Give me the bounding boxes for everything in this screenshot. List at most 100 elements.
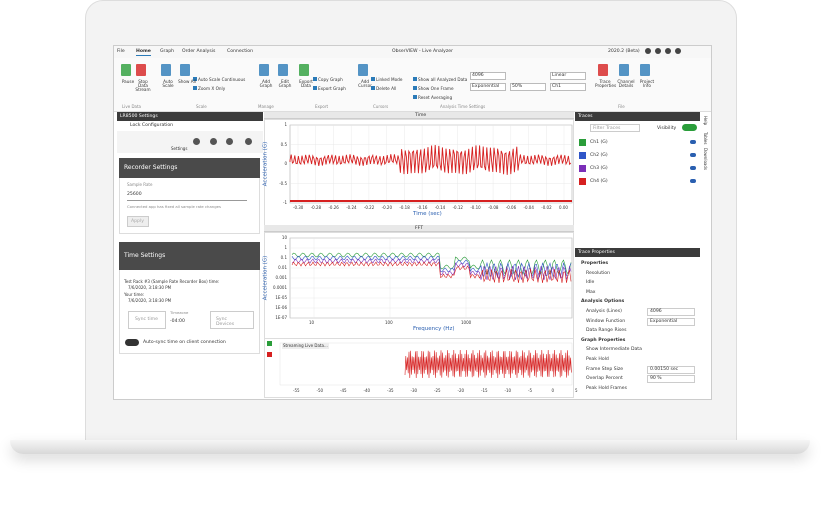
- ribbon-icon[interactable]: [299, 64, 309, 76]
- trace-swatch[interactable]: [579, 165, 586, 172]
- ribbon-button[interactable]: Copy Graph: [318, 77, 343, 82]
- eye-icon[interactable]: [690, 153, 696, 157]
- section-title: Graph Properties: [581, 337, 626, 343]
- trace-name[interactable]: Ch2 (G): [590, 152, 608, 158]
- ribbon-button[interactable]: Add Cursor: [358, 79, 372, 89]
- ribbon-button[interactable]: Linked Mode: [376, 77, 403, 82]
- menu-item[interactable]: Home: [136, 49, 151, 56]
- button-text[interactable]: Sync time: [135, 317, 158, 322]
- tool-icon[interactable]: [210, 138, 217, 145]
- ribbon-button[interactable]: Show all Analyzed Data: [418, 77, 468, 82]
- ribbon-icon[interactable]: [136, 64, 146, 76]
- y-tick-label: 0.01: [278, 265, 287, 270]
- button-text[interactable]: Sync Devices: [216, 317, 235, 327]
- ribbon-button[interactable]: Auto Scale: [162, 79, 174, 89]
- trace-swatch[interactable]: [579, 139, 586, 146]
- ribbon-button[interactable]: Pause: [121, 79, 135, 84]
- menu-item[interactable]: File: [117, 49, 125, 54]
- toggle[interactable]: [682, 124, 697, 131]
- field[interactable]: [470, 83, 506, 91]
- ribbon-icon[interactable]: [413, 95, 417, 99]
- menu-item[interactable]: Connection: [227, 49, 253, 54]
- property-field[interactable]: [647, 375, 695, 384]
- ribbon-button[interactable]: Export Data: [299, 79, 313, 89]
- property-field[interactable]: [647, 308, 695, 316]
- side-tab[interactable]: Downloads: [703, 148, 708, 170]
- field[interactable]: [550, 72, 586, 80]
- ribbon-icon[interactable]: [619, 64, 629, 76]
- property-value[interactable]: Exponential: [650, 318, 678, 324]
- ribbon-button[interactable]: Trace Properties: [595, 79, 617, 89]
- ribbon-icon[interactable]: [371, 77, 375, 81]
- field[interactable]: [550, 83, 586, 91]
- settings-button[interactable]: Settings: [171, 146, 188, 151]
- ribbon-button[interactable]: Add Graph: [259, 79, 273, 89]
- ribbon-icon[interactable]: [358, 64, 368, 76]
- ribbon-icon[interactable]: [259, 64, 269, 76]
- trace-swatch[interactable]: [579, 178, 586, 185]
- search[interactable]: [590, 124, 640, 132]
- menu-item[interactable]: Graph: [160, 49, 175, 54]
- ribbon-icon[interactable]: [598, 64, 608, 76]
- property-value[interactable]: 90 %: [650, 376, 662, 382]
- ribbon-icon[interactable]: [413, 77, 417, 81]
- field[interactable]: [510, 83, 546, 91]
- ribbon-icon[interactable]: [121, 64, 131, 76]
- eye-icon[interactable]: [690, 140, 696, 144]
- menu-item[interactable]: Order Analysis: [182, 49, 216, 54]
- trace-name[interactable]: Ch4 (G): [590, 178, 608, 184]
- ribbon-button[interactable]: Delete All: [376, 86, 397, 91]
- button[interactable]: [210, 311, 254, 329]
- lock-config[interactable]: Lock Configuration: [130, 123, 174, 128]
- ribbon-button[interactable]: Export Graph: [318, 86, 346, 91]
- ribbon-button[interactable]: Auto Scale Continuous: [198, 77, 246, 82]
- property-field[interactable]: [647, 317, 695, 326]
- ribbon-icon[interactable]: [640, 64, 650, 76]
- stream-control[interactable]: [267, 341, 272, 346]
- apply-button[interactable]: [127, 216, 149, 227]
- button[interactable]: [128, 311, 166, 329]
- tool-icon[interactable]: [226, 138, 233, 145]
- ribbon-button[interactable]: Stop Data Stream: [135, 79, 151, 93]
- ribbon-button[interactable]: Reset Averaging: [418, 95, 453, 100]
- toolbar: [117, 131, 263, 153]
- apply-button-text[interactable]: Apply: [131, 219, 144, 224]
- ribbon-icon[interactable]: [180, 64, 190, 76]
- toggle[interactable]: [125, 339, 139, 346]
- property-field[interactable]: [647, 365, 695, 374]
- trace-name[interactable]: Ch3 (G): [590, 165, 608, 171]
- trace-name[interactable]: Ch1 (G): [590, 139, 608, 145]
- tool-icon[interactable]: [193, 138, 200, 145]
- ribbon-icon[interactable]: [278, 64, 288, 76]
- property-value[interactable]: 4096: [650, 309, 662, 314]
- ribbon-button[interactable]: Channel Details: [617, 79, 635, 89]
- ribbon-button[interactable]: Project Info: [639, 79, 655, 89]
- stream-control[interactable]: [267, 352, 272, 357]
- ribbon-icon[interactable]: [193, 77, 197, 81]
- ribbon-button[interactable]: Edit Graph: [278, 79, 292, 89]
- ribbon-icon[interactable]: [413, 86, 417, 90]
- ribbon-button[interactable]: Show One Frame: [418, 86, 454, 91]
- field[interactable]: [470, 72, 506, 80]
- title-bar: [114, 46, 711, 58]
- ribbon-button[interactable]: Zoom X Only: [198, 86, 226, 91]
- side-tab[interactable]: Help: [703, 116, 708, 126]
- y-axis-label: Acceleration (G): [262, 141, 269, 187]
- ribbon-icon[interactable]: [161, 64, 171, 76]
- x-tick-label: -0.22: [363, 205, 375, 210]
- ribbon-icon[interactable]: [313, 77, 317, 81]
- tool-icon[interactable]: [245, 138, 252, 145]
- side-tab[interactable]: Tables: [703, 132, 708, 145]
- dropdown-value[interactable]: 25600: [127, 192, 142, 197]
- ribbon-icon[interactable]: [193, 86, 197, 90]
- ribbon-icon[interactable]: [313, 86, 317, 90]
- trace-swatch[interactable]: [579, 152, 586, 159]
- x-tick-label: 10: [309, 320, 315, 325]
- x-tick-label: -0.12: [452, 205, 463, 210]
- ribbon-button[interactable]: Show All: [178, 79, 196, 84]
- ribbon-icon[interactable]: [371, 86, 375, 90]
- eye-icon[interactable]: [690, 179, 696, 183]
- eye-icon[interactable]: [690, 166, 696, 170]
- property-value[interactable]: 0.00150 sec: [650, 366, 679, 372]
- dropdown-value[interactable]: -04:00: [170, 319, 185, 324]
